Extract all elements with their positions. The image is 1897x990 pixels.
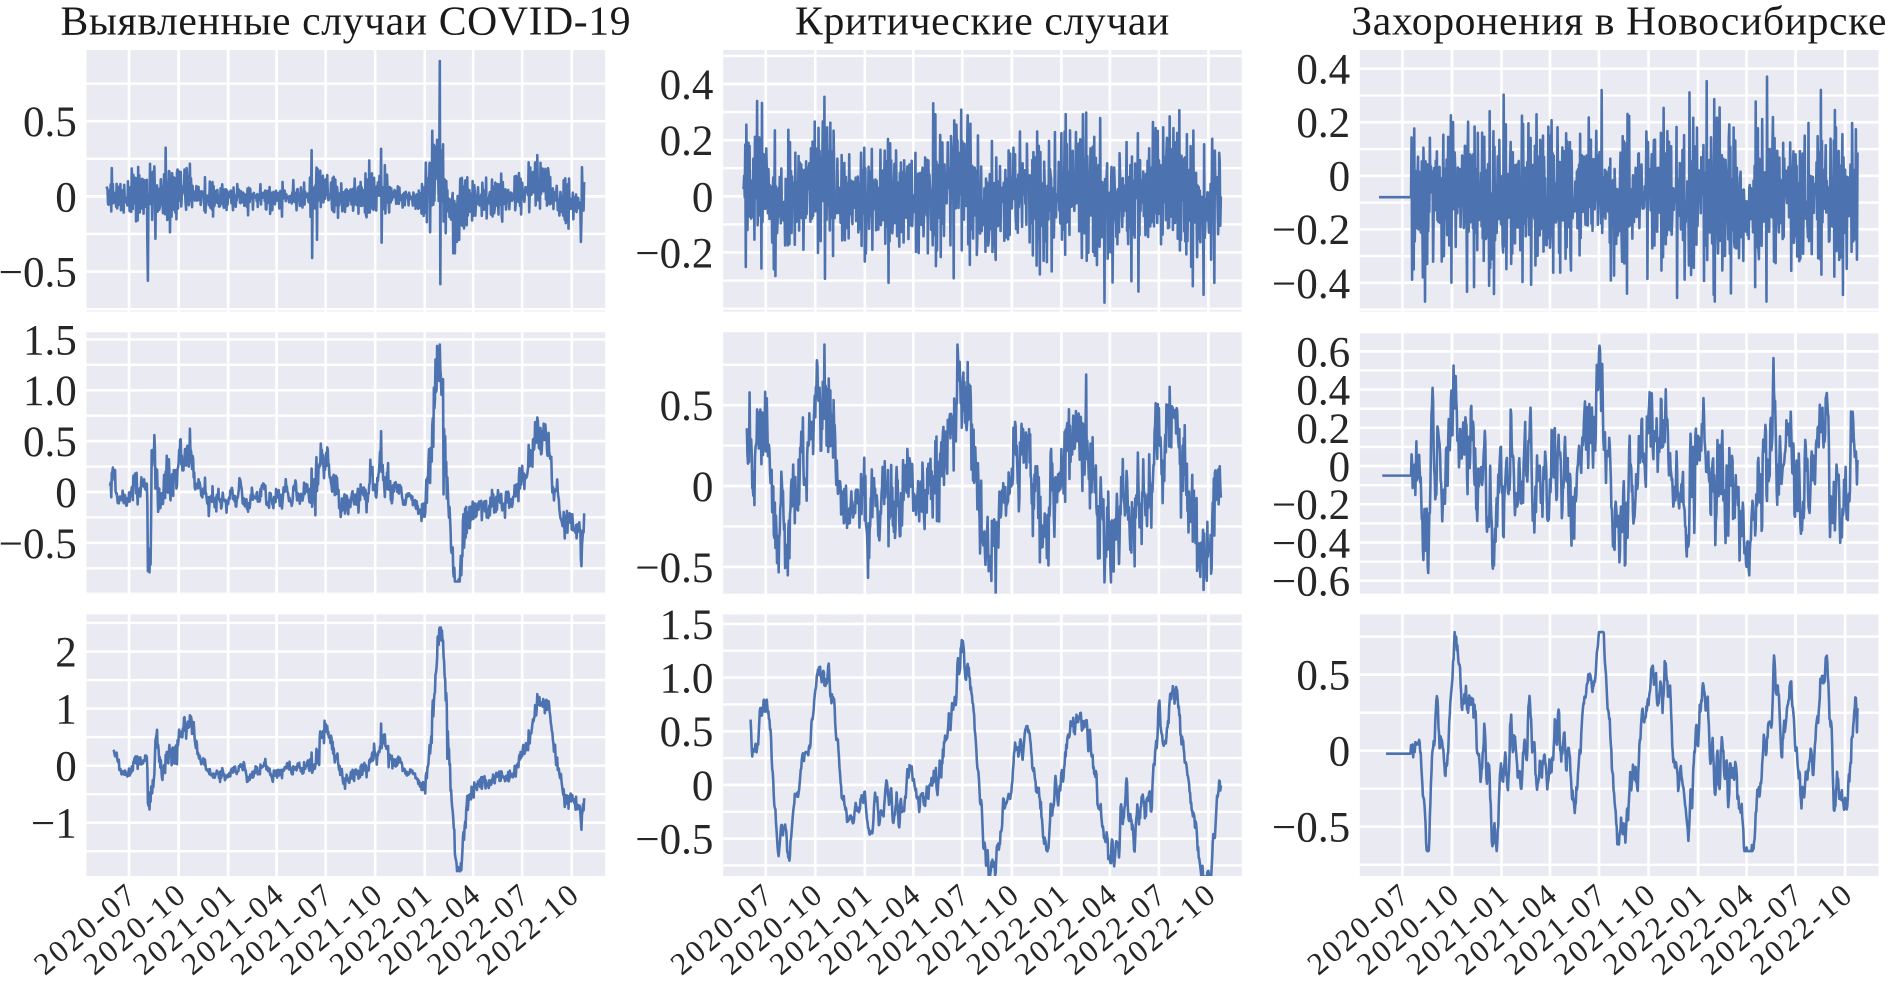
svg-text:0.2: 0.2 [1296, 100, 1350, 147]
svg-text:0.2: 0.2 [660, 118, 714, 165]
svg-text:1: 1 [55, 687, 77, 734]
svg-text:1.0: 1.0 [660, 656, 714, 703]
svg-text:0: 0 [55, 174, 77, 221]
svg-text:Выявленные случаи COVID-19: Выявленные случаи COVID-19 [60, 0, 631, 45]
svg-text:−0.2: −0.2 [1272, 207, 1350, 254]
svg-text:0.5: 0.5 [1296, 653, 1350, 700]
svg-text:1.5: 1.5 [660, 602, 714, 649]
svg-text:0.2: 0.2 [1296, 406, 1350, 453]
svg-text:2: 2 [55, 629, 77, 676]
svg-text:−1: −1 [31, 801, 77, 848]
svg-text:0.6: 0.6 [1296, 329, 1350, 376]
svg-text:0.5: 0.5 [23, 419, 77, 466]
svg-text:−0.4: −0.4 [1272, 261, 1350, 308]
svg-text:−0.5: −0.5 [635, 545, 713, 592]
svg-text:−0.6: −0.6 [1272, 559, 1350, 606]
svg-text:−0.5: −0.5 [635, 817, 713, 864]
svg-text:0: 0 [692, 763, 714, 810]
svg-text:0.5: 0.5 [660, 709, 714, 756]
svg-text:0: 0 [692, 174, 714, 221]
svg-text:0: 0 [55, 470, 77, 517]
svg-text:0: 0 [55, 744, 77, 791]
svg-text:Захоронения в Новосибирске: Захоронения в Новосибирске [1351, 0, 1887, 45]
svg-text:0: 0 [1329, 154, 1351, 201]
svg-text:0: 0 [1329, 729, 1351, 776]
svg-text:0: 0 [1329, 444, 1351, 491]
svg-text:1.0: 1.0 [23, 368, 77, 415]
svg-text:−0.5: −0.5 [0, 250, 77, 297]
svg-text:0.4: 0.4 [1296, 368, 1350, 415]
svg-text:−0.4: −0.4 [1272, 520, 1350, 567]
svg-text:Критические случаи: Критические случаи [795, 0, 1170, 45]
svg-text:0.4: 0.4 [1296, 47, 1350, 94]
svg-text:−0.2: −0.2 [635, 230, 713, 277]
svg-text:1.5: 1.5 [23, 317, 77, 364]
svg-text:0: 0 [692, 464, 714, 511]
svg-text:0.5: 0.5 [23, 99, 77, 146]
svg-text:−0.5: −0.5 [0, 521, 77, 568]
svg-text:−0.5: −0.5 [1272, 805, 1350, 852]
svg-text:0.5: 0.5 [660, 383, 714, 430]
svg-text:−0.2: −0.2 [1272, 482, 1350, 529]
svg-text:0.4: 0.4 [660, 62, 714, 109]
